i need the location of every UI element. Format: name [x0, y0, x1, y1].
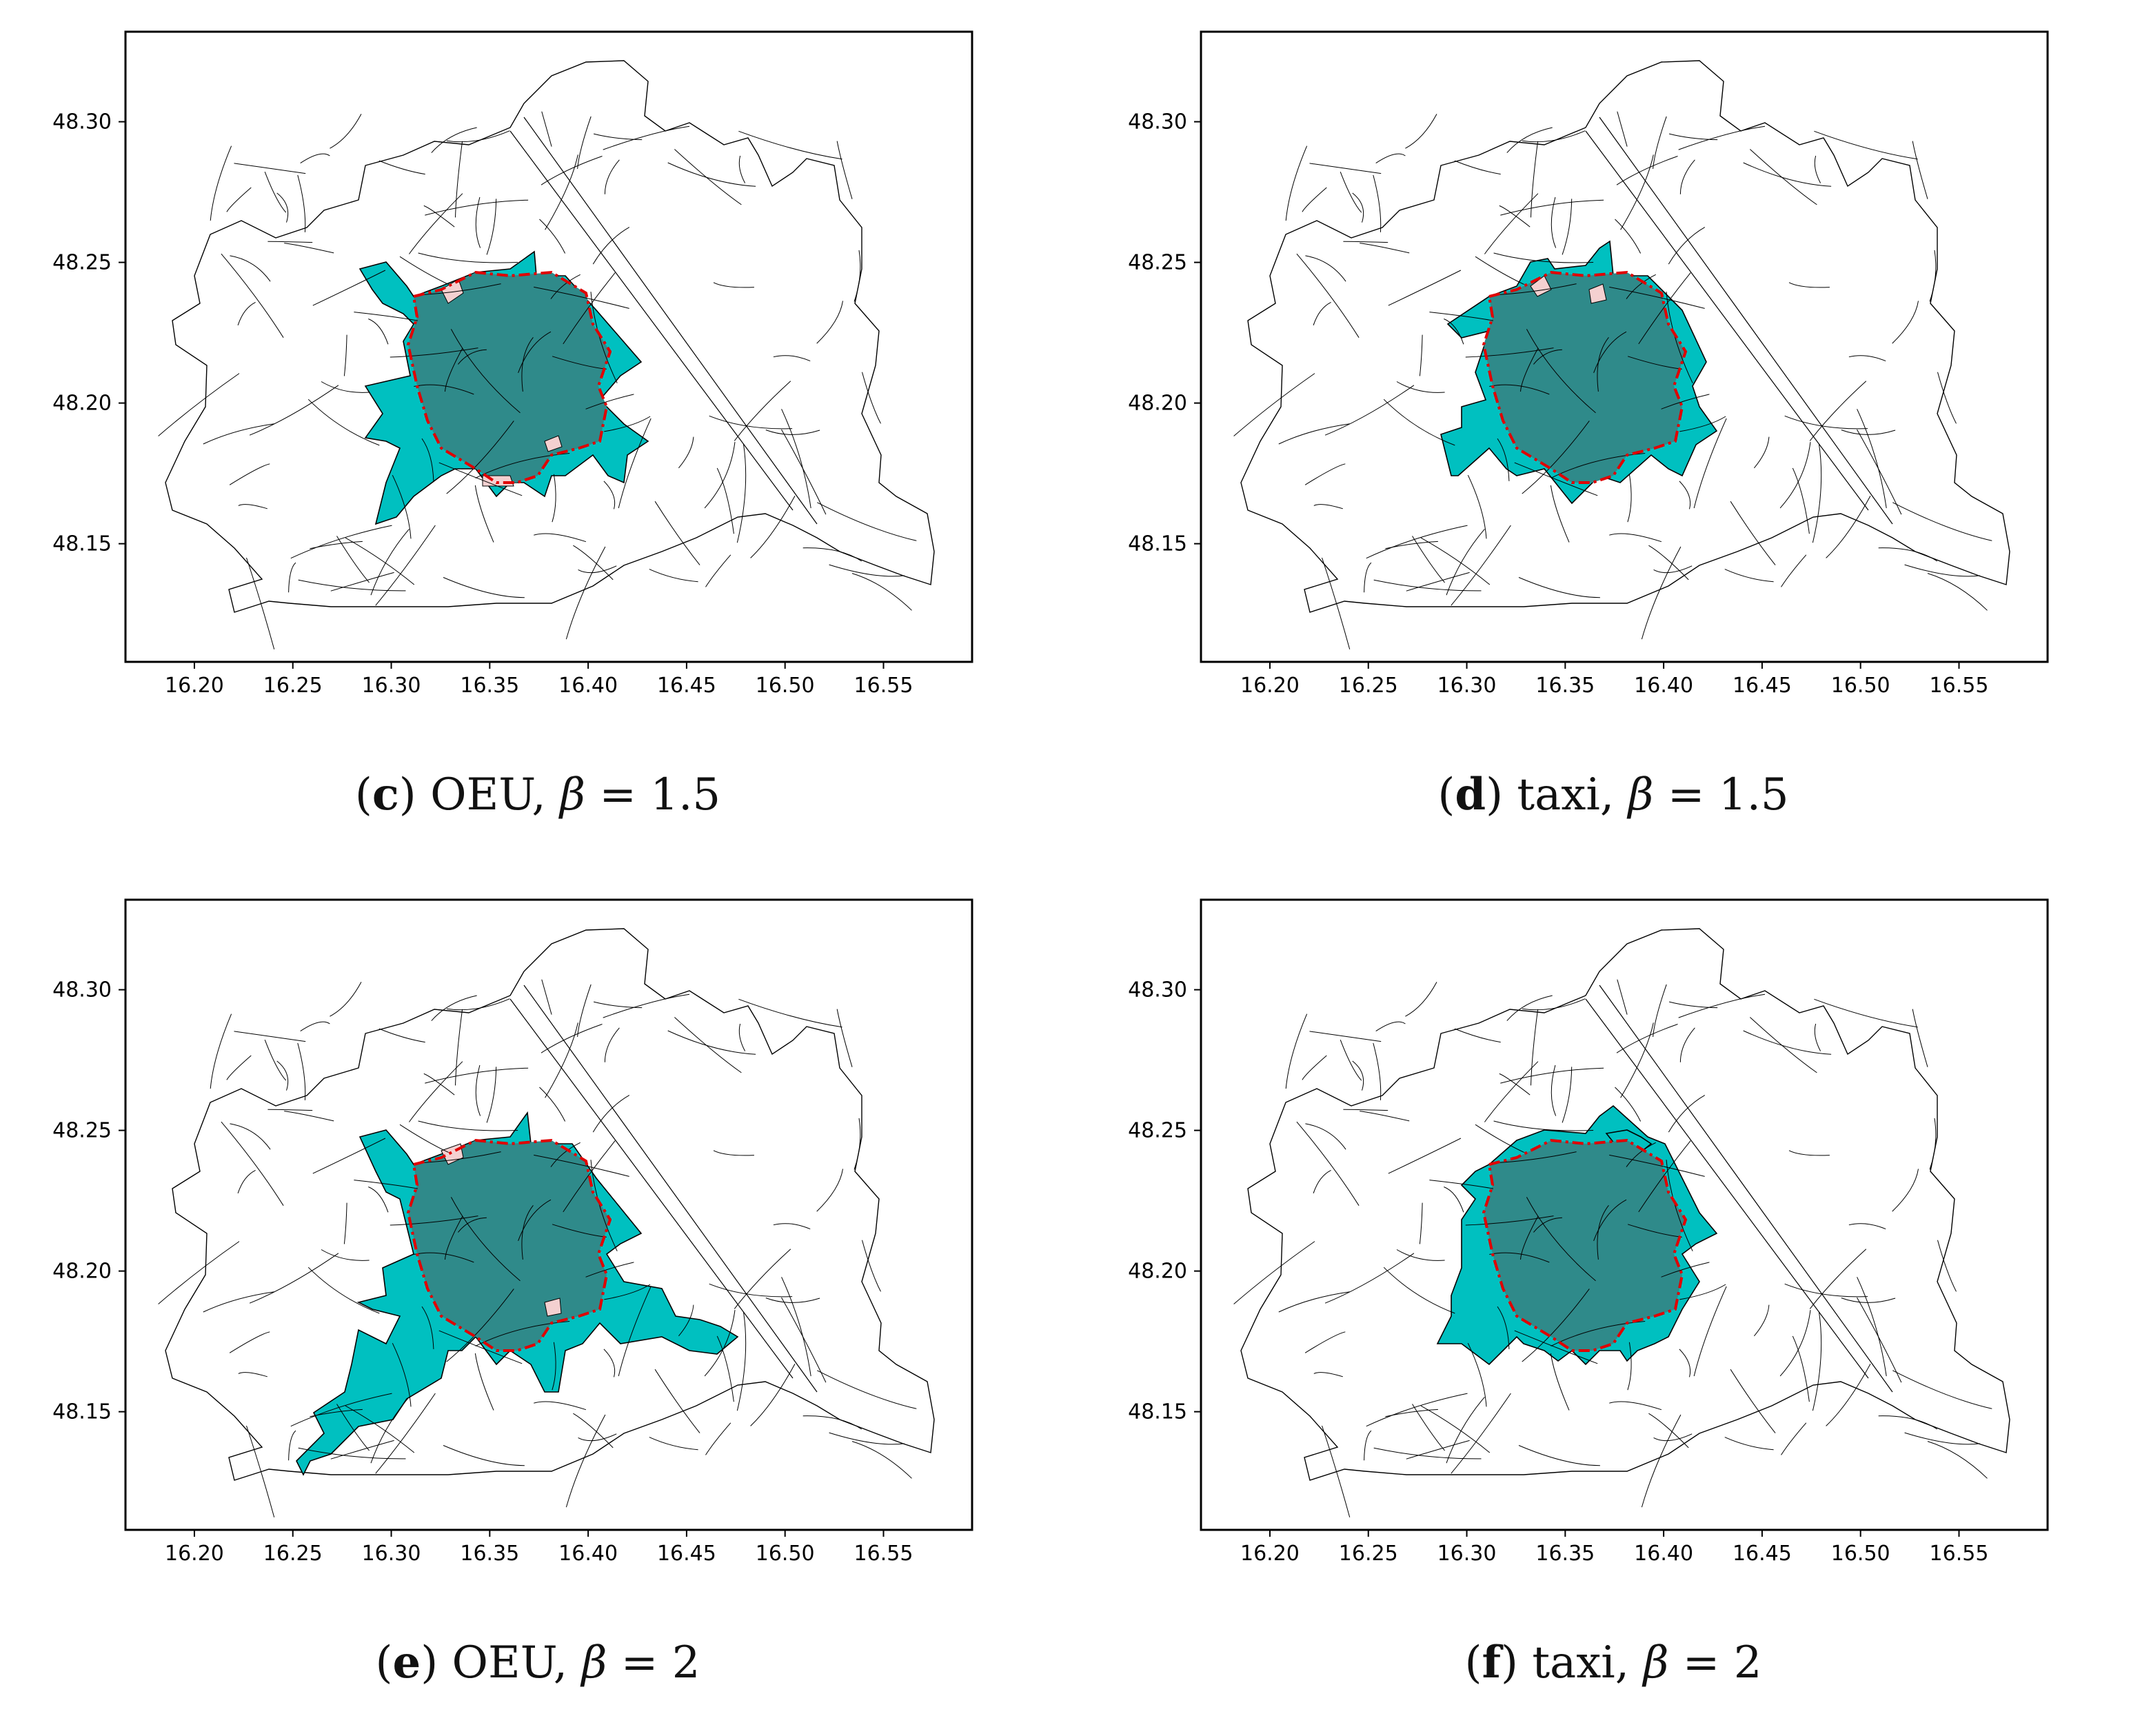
optimal-boundary — [406, 1138, 612, 1352]
x-tick-label: 16.25 — [263, 1542, 323, 1566]
axes-frame — [124, 898, 973, 1531]
x-tick-label: 16.30 — [1437, 1542, 1497, 1566]
mismatch-area — [1588, 283, 1607, 304]
x-tick-label: 16.35 — [1535, 1542, 1595, 1566]
mismatch-area — [544, 435, 563, 452]
y-tick-label: 48.20 — [1128, 392, 1187, 416]
y-tick-label: 48.25 — [52, 251, 112, 275]
x-tick-label: 16.25 — [1339, 1542, 1398, 1566]
y-tick-label: 48.25 — [1128, 251, 1187, 275]
map-layer — [1233, 928, 2010, 1517]
caption-c: (c) OEU, β = 1.5 — [354, 769, 721, 820]
x-tick-label: 16.55 — [854, 1542, 913, 1566]
district-boundaries — [158, 111, 917, 649]
x-tick-label: 16.35 — [1535, 674, 1595, 698]
core-area — [1484, 1140, 1686, 1351]
x-tick-label: 16.45 — [657, 1542, 716, 1566]
x-tick-label: 16.45 — [657, 674, 716, 698]
x-tick-label: 16.50 — [1831, 1542, 1890, 1566]
mismatch-area — [441, 279, 464, 304]
panel-c: 16.20 16.25 16.30 16.35 16.40 16.45 16.50 16.55… — [0, 0, 1076, 868]
y-tick-label: 48.20 — [52, 392, 112, 416]
y-tick-label: 48.30 — [1128, 110, 1187, 134]
x-tick-label: 16.30 — [362, 674, 421, 698]
map-c: 16.20 16.25 16.30 16.35 16.40 16.45 16.50 16.55… — [52, 30, 973, 698]
optimal-boundary — [406, 270, 612, 484]
river-line — [509, 998, 794, 1379]
river-line — [509, 130, 794, 511]
core-area — [408, 272, 610, 483]
y-tick-label: 48.15 — [1128, 1400, 1187, 1424]
map-layer — [158, 60, 935, 649]
panel-e: 16.20 16.25 16.30 16.35 16.40 16.45 16.50 16.55… — [0, 868, 1076, 1736]
x-tick-label: 16.55 — [854, 674, 913, 698]
x-tick-label: 16.30 — [362, 1542, 421, 1566]
x-tick-label: 16.45 — [1733, 674, 1792, 698]
x-tick-label: 16.40 — [1634, 674, 1693, 698]
axes-frame — [1200, 898, 2049, 1531]
river-line — [523, 117, 818, 525]
x-tick-label: 16.20 — [165, 674, 224, 698]
river-line — [1585, 998, 1869, 1379]
x-tick-label: 16.20 — [165, 1542, 224, 1566]
x-tick-label: 16.40 — [558, 674, 618, 698]
y-tick-label: 48.30 — [52, 110, 112, 134]
core-area — [1484, 272, 1686, 483]
mismatch-area — [544, 1298, 562, 1317]
axes-frame — [124, 30, 973, 663]
x-tick-label: 16.40 — [1634, 1542, 1693, 1566]
caption-e: (e) OEU, β = 2 — [375, 1637, 700, 1688]
map-d: 16.20 16.25 16.30 16.35 16.40 16.45 16.50 16.55… — [1128, 30, 2049, 698]
y-tick-label: 48.15 — [52, 1400, 112, 1424]
y-tick-label: 48.15 — [52, 532, 112, 556]
x-tick-label: 16.45 — [1733, 1542, 1792, 1566]
y-tick-label: 48.25 — [52, 1119, 112, 1143]
x-tick-label: 16.35 — [460, 674, 519, 698]
y-tick-label: 48.30 — [52, 978, 112, 1002]
map-f: 16.20 16.25 16.30 16.35 16.40 16.45 16.50 16.55… — [1128, 898, 2049, 1566]
y-tick-label: 48.25 — [1128, 1119, 1187, 1143]
axes-frame — [1200, 30, 2049, 663]
river-line — [1599, 985, 1893, 1393]
y-tick-label: 48.30 — [1128, 978, 1187, 1002]
y-tick-label: 48.20 — [52, 1260, 112, 1284]
x-tick-label: 16.20 — [1240, 674, 1300, 698]
river-line — [1585, 130, 1869, 511]
district-boundaries — [1233, 111, 1992, 649]
river-line — [523, 985, 818, 1393]
y-tick-label: 48.20 — [1128, 1260, 1187, 1284]
map-e: 16.20 16.25 16.30 16.35 16.40 16.45 16.50 16.55… — [52, 898, 973, 1566]
x-tick-label: 16.25 — [1339, 674, 1398, 698]
y-tick-label: 48.15 — [1128, 532, 1187, 556]
optimal-boundary — [1482, 1138, 1688, 1352]
x-tick-label: 16.40 — [558, 1542, 618, 1566]
river-line — [1599, 117, 1893, 525]
district-boundaries — [158, 979, 917, 1517]
caption-f: (f) taxi, β = 2 — [1464, 1637, 1762, 1688]
panel-f: 16.20 16.25 16.30 16.35 16.40 16.45 16.50 16.55… — [1076, 868, 2151, 1736]
x-tick-label: 16.55 — [1930, 1542, 1989, 1566]
x-tick-label: 16.55 — [1930, 674, 1989, 698]
map-layer — [1233, 60, 2010, 649]
x-tick-label: 16.50 — [756, 674, 815, 698]
x-tick-label: 16.30 — [1437, 674, 1497, 698]
caption-d: (d) taxi, β = 1.5 — [1437, 769, 1789, 820]
map-layer — [158, 928, 935, 1517]
x-tick-label: 16.50 — [756, 1542, 815, 1566]
x-tick-label: 16.50 — [1831, 674, 1890, 698]
optimal-boundary — [1482, 270, 1688, 484]
district-boundaries — [1233, 979, 1992, 1517]
panel-d: 16.20 16.25 16.30 16.35 16.40 16.45 16.50 16.55… — [1076, 0, 2151, 868]
x-tick-label: 16.35 — [460, 1542, 519, 1566]
x-tick-label: 16.25 — [263, 674, 323, 698]
x-tick-label: 16.20 — [1240, 1542, 1300, 1566]
